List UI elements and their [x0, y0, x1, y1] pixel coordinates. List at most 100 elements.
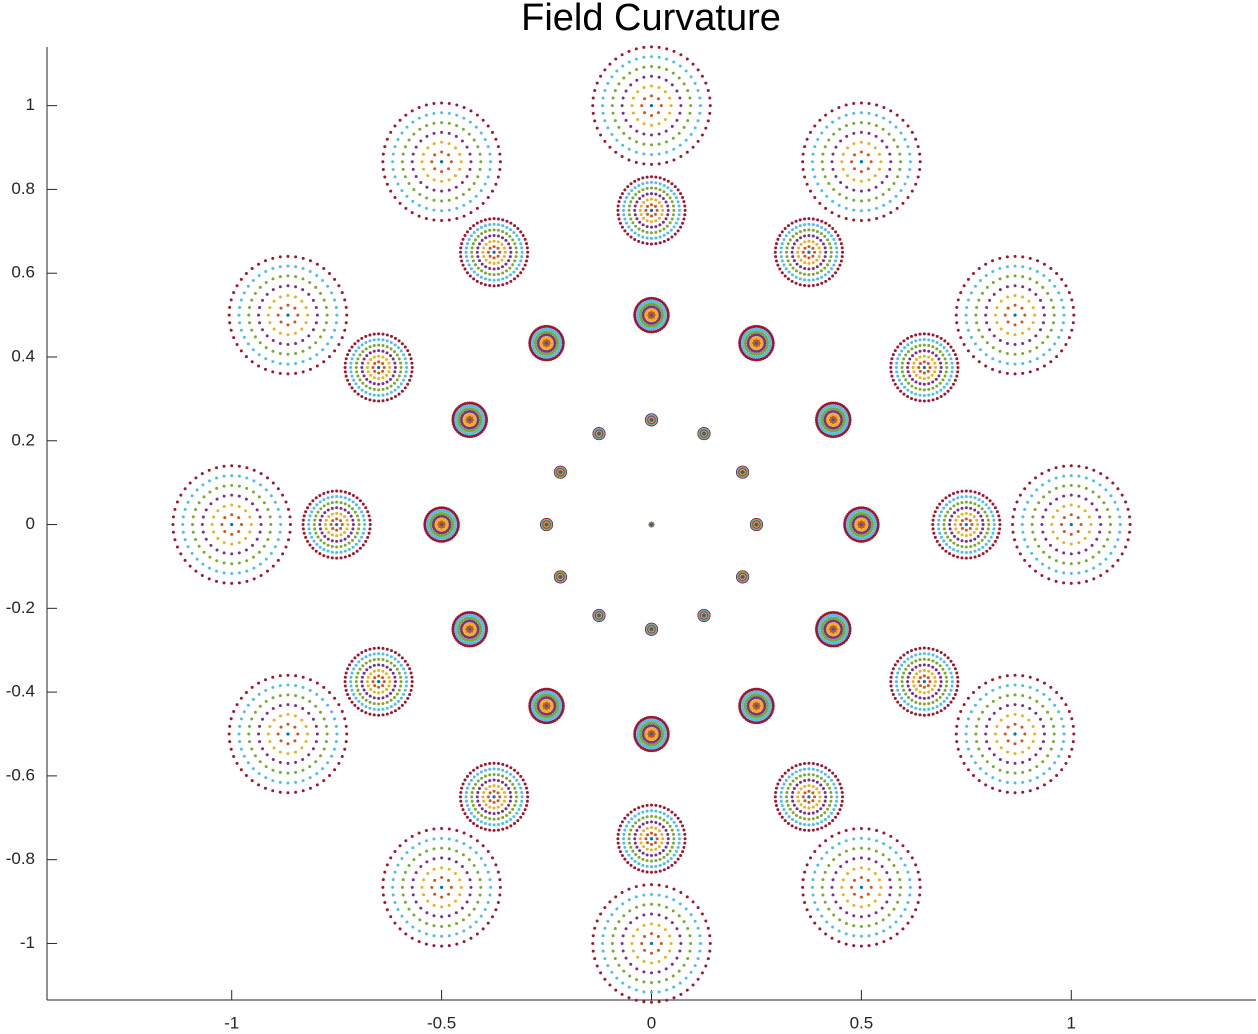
spot-dot	[914, 358, 918, 362]
spot-dot	[981, 493, 985, 497]
spot-dot	[817, 418, 821, 422]
spot-dot	[968, 519, 972, 523]
spot-dot	[335, 500, 339, 504]
spot-dot	[955, 688, 959, 692]
spot-dot	[650, 203, 653, 207]
spot-dot	[1077, 464, 1081, 468]
spot-dot	[914, 182, 918, 186]
spot-dot	[259, 483, 262, 487]
spot-dot	[308, 281, 312, 285]
spot-dot	[634, 895, 638, 899]
spot-dot	[593, 926, 597, 930]
spot-dot	[927, 344, 931, 347]
spot-dot	[650, 831, 653, 835]
spot-dot	[472, 182, 476, 186]
spot-dot	[504, 807, 508, 811]
spot-dot	[763, 343, 767, 347]
spot-dot	[627, 887, 631, 891]
spot-dot	[859, 895, 863, 899]
spot-dot	[335, 489, 339, 493]
spot-dot	[818, 201, 822, 205]
spot-dot	[683, 832, 687, 836]
spot-dot	[387, 675, 391, 679]
spot-dot	[515, 234, 519, 238]
spot-dot	[882, 940, 886, 944]
spot-dot	[1041, 305, 1045, 309]
spot-dot	[828, 242, 832, 246]
spot-dot	[998, 360, 1002, 364]
spot-dot	[827, 768, 831, 772]
spot-dot	[365, 365, 369, 369]
spot-dot	[633, 859, 637, 863]
spot-dot	[613, 956, 617, 960]
spot-dot	[200, 573, 204, 577]
spot-dot	[1118, 515, 1122, 519]
spot-dot	[654, 847, 658, 851]
spot-dot	[476, 817, 480, 821]
spot-dot	[486, 795, 490, 799]
spot-dot	[349, 684, 353, 688]
spot-dot	[664, 67, 668, 71]
spot-dot	[343, 490, 347, 494]
spot-dot	[969, 512, 973, 516]
spot-dot	[278, 352, 282, 356]
spot	[931, 489, 1002, 560]
spot-dot	[981, 552, 985, 556]
spot-dot	[484, 258, 488, 262]
spot-dot	[914, 659, 918, 663]
spot-dot	[1060, 298, 1064, 302]
spot-dot	[757, 327, 761, 331]
spot-dot	[894, 125, 898, 129]
spot-dot	[650, 153, 653, 157]
spot-dot	[859, 925, 863, 928]
spot-dot	[507, 259, 511, 263]
spot-dot	[476, 175, 480, 179]
spot-dot	[666, 315, 670, 319]
spot-dot	[286, 333, 290, 337]
spot-dot	[955, 321, 959, 325]
spot-dot	[278, 694, 282, 698]
spot-dot	[591, 96, 595, 100]
spot-dot	[831, 846, 835, 850]
spot-dot	[969, 545, 973, 549]
spot-dot	[867, 827, 871, 831]
spot-dot	[615, 907, 619, 911]
spot-dot	[867, 178, 871, 182]
spot-dot	[244, 355, 248, 359]
spot-dot	[807, 261, 811, 265]
spot-dot	[489, 885, 493, 889]
spot-dot	[918, 690, 922, 694]
spot-dot	[1054, 559, 1058, 563]
spot-dot	[403, 900, 407, 904]
spot-dot	[403, 688, 407, 692]
spot-dot	[877, 893, 881, 897]
spot-dot	[613, 89, 617, 93]
spot-dot	[859, 534, 863, 538]
spot-dot	[629, 863, 633, 867]
spot-dot	[258, 305, 262, 309]
spot-dot	[286, 507, 290, 511]
spot-dot	[410, 361, 414, 365]
spot-dot	[657, 960, 661, 964]
spot-dot	[824, 839, 828, 843]
spot-dot	[505, 764, 509, 768]
spot-dot	[271, 779, 275, 783]
spot-dot	[852, 827, 856, 831]
spot-dot	[1041, 704, 1045, 708]
spot-dot	[693, 919, 697, 923]
spot-dot	[318, 523, 322, 527]
spot-dot	[657, 1000, 661, 1004]
spot-dot	[350, 671, 354, 675]
spot-dot	[927, 399, 931, 403]
spot-dot	[675, 956, 679, 960]
spot-dot	[663, 315, 667, 319]
spot-dot	[408, 667, 412, 671]
spot-dot	[508, 246, 512, 250]
spot-dot	[989, 535, 993, 539]
spot-dot	[658, 194, 662, 198]
spot-dot	[271, 696, 275, 700]
spot-dot	[869, 160, 873, 164]
spot-dot	[942, 660, 946, 664]
spot-dot	[630, 189, 634, 193]
spot-dot	[953, 353, 957, 357]
